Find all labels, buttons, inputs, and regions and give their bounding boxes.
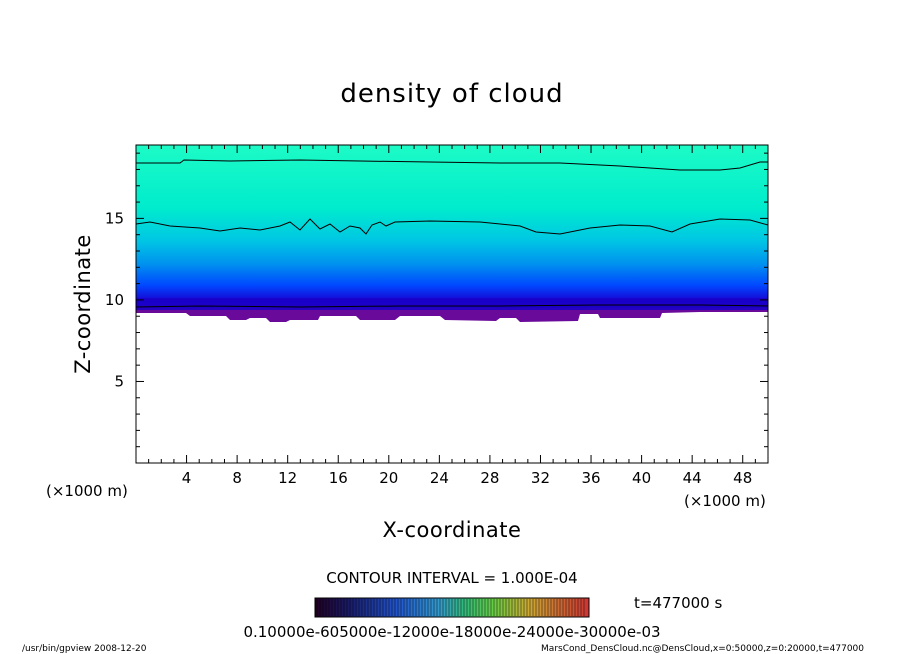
x-tick-label: 32 xyxy=(531,469,550,487)
y-axis-label: Z-coordinate xyxy=(71,234,95,374)
y-axis-ticks: 5 10 15 xyxy=(105,152,768,448)
x-tick-label: 44 xyxy=(683,469,702,487)
contour-interval: CONTOUR INTERVAL = 1.000E-04 xyxy=(326,569,577,587)
colorbar xyxy=(314,597,590,618)
cloud-base-dark xyxy=(136,298,768,310)
chart-title: density of cloud xyxy=(340,79,563,109)
x-tick-label: 48 xyxy=(733,469,752,487)
x-tick-label: 28 xyxy=(480,469,499,487)
time-label: t=477000 s xyxy=(634,594,722,612)
cloud-gradient xyxy=(136,145,768,310)
x-tick-label: 12 xyxy=(278,469,297,487)
contour-line-10 xyxy=(136,304,768,308)
x-tick-label: 40 xyxy=(632,469,651,487)
cloud-base-band xyxy=(136,308,768,322)
y-tick-label: 10 xyxy=(105,291,124,309)
x-axis-unit-right: (×1000 m) xyxy=(684,492,766,510)
colorbar-labels: 0.10000e-605000e-12000e-18000e-24000e-30… xyxy=(243,623,660,641)
cloud-field xyxy=(136,145,768,322)
contour-line-19 xyxy=(136,159,768,171)
x-axis-label: X-coordinate xyxy=(383,518,522,542)
x-tick-label: 8 xyxy=(232,469,242,487)
x-tick-label: 24 xyxy=(430,469,449,487)
x-tick-label: 20 xyxy=(379,469,398,487)
x-axis-ticks: 4 8 12 16 20 24 28 32 36 40 44 48 xyxy=(148,145,756,487)
footer-left: /usr/bin/gpview 2008-12-20 xyxy=(22,644,147,654)
x-tick-label: 4 xyxy=(182,469,192,487)
contour-line-15 xyxy=(136,218,768,235)
footer-right: MarsCond_DensCloud.nc@DensCloud,x=0:5000… xyxy=(541,644,864,654)
x-tick-label: 36 xyxy=(581,469,600,487)
x-tick-label: 16 xyxy=(329,469,348,487)
x-axis-unit-left: (×1000 m) xyxy=(46,482,128,500)
colorbar-stripes xyxy=(316,599,585,616)
y-tick-label: 15 xyxy=(105,209,124,227)
y-tick-label: 5 xyxy=(114,372,124,390)
